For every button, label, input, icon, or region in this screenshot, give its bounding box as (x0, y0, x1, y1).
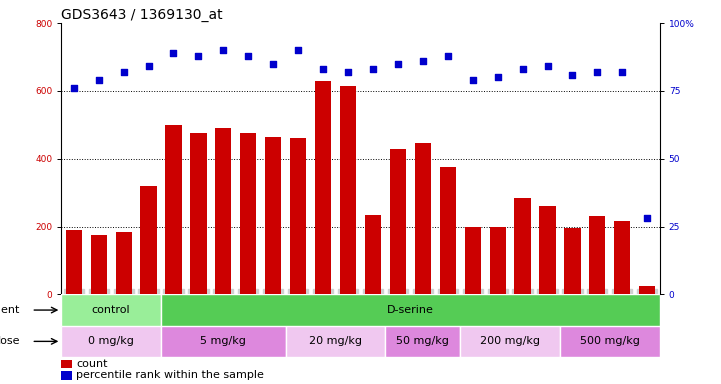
Point (642, 215, 653, 222)
Bar (315, 81, 331, 295)
Bar (286, 326, 386, 357)
Bar (365, 215, 381, 295)
Point (392, 61, 404, 67)
Text: D-serine: D-serine (387, 305, 434, 315)
Point (193, 53, 204, 59)
Bar (490, 227, 505, 295)
Point (492, 74, 503, 80)
Point (293, 47, 304, 53)
Bar (589, 217, 606, 295)
Bar (161, 326, 286, 357)
Bar (639, 286, 655, 295)
Bar (66, 230, 82, 295)
Point (616, 69, 628, 75)
Bar (390, 149, 406, 295)
Bar (61, 326, 161, 357)
Bar (565, 228, 580, 295)
Bar (539, 206, 556, 295)
Bar (141, 186, 156, 295)
Point (93, 77, 105, 83)
Point (143, 63, 154, 70)
Point (242, 53, 254, 59)
Point (567, 71, 578, 78)
Point (367, 66, 379, 72)
Text: count: count (76, 359, 107, 369)
Text: percentile rank within the sample: percentile rank within the sample (76, 370, 264, 380)
Bar (115, 232, 132, 295)
Point (417, 58, 428, 64)
Text: 50 mg/kg: 50 mg/kg (397, 336, 449, 346)
Text: 0 mg/kg: 0 mg/kg (88, 336, 134, 346)
Point (467, 77, 479, 83)
Point (118, 69, 129, 75)
Bar (216, 128, 231, 295)
Text: 500 mg/kg: 500 mg/kg (580, 336, 640, 346)
Text: 200 mg/kg: 200 mg/kg (480, 336, 540, 346)
Text: control: control (92, 305, 131, 315)
Bar (265, 137, 281, 295)
Bar (165, 125, 182, 295)
Point (517, 66, 528, 72)
Text: agent: agent (0, 305, 19, 315)
Bar (464, 227, 481, 295)
Bar (61, 295, 161, 326)
Bar (240, 133, 257, 295)
Text: dose: dose (0, 336, 19, 346)
Point (592, 69, 603, 75)
Bar (91, 235, 107, 295)
Point (342, 69, 354, 75)
Bar (614, 222, 630, 295)
Bar (190, 133, 206, 295)
Point (168, 50, 180, 56)
Bar (61, 371, 72, 379)
Bar (61, 359, 72, 368)
Point (541, 63, 553, 70)
Bar (386, 326, 460, 357)
Text: 5 mg/kg: 5 mg/kg (200, 336, 247, 346)
Bar (340, 86, 356, 295)
Point (218, 47, 229, 53)
Point (442, 53, 454, 59)
Bar (440, 167, 456, 295)
Bar (460, 326, 560, 357)
Bar (290, 138, 306, 295)
Bar (161, 295, 660, 326)
Text: GDS3643 / 1369130_at: GDS3643 / 1369130_at (61, 8, 223, 22)
Bar (560, 326, 660, 357)
Bar (415, 144, 431, 295)
Bar (515, 198, 531, 295)
Point (68, 85, 79, 91)
Text: 20 mg/kg: 20 mg/kg (309, 336, 362, 346)
Point (317, 66, 329, 72)
Point (267, 61, 279, 67)
